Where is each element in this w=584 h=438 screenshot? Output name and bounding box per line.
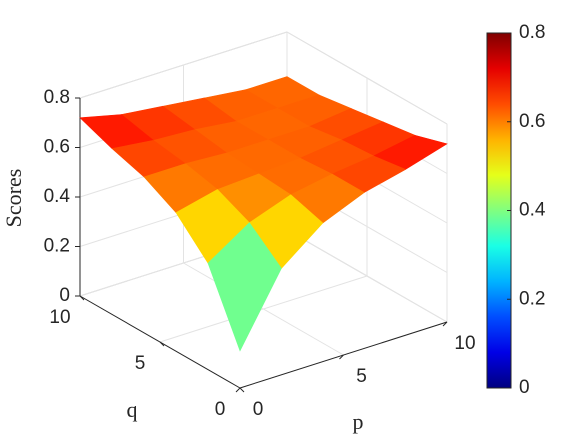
grid-line xyxy=(159,275,368,343)
colorbar: 0 0.2 0.4 0.6 0.8 xyxy=(486,22,546,398)
y-axis-label: q xyxy=(127,397,138,422)
x-axis-label: p xyxy=(353,409,364,434)
colorbar-tick-label: 0.4 xyxy=(519,200,546,221)
x-tick xyxy=(442,321,448,327)
x-tick-label: 5 xyxy=(356,366,367,387)
colorbar-tick-label: 0.6 xyxy=(519,111,545,132)
y-tick-label: 5 xyxy=(135,353,146,374)
y-tick xyxy=(79,295,85,301)
colorbar-tick-label: 0.8 xyxy=(519,22,545,43)
z-tick-label: 0.6 xyxy=(44,137,70,158)
z-axis-label: Scores xyxy=(1,169,26,228)
z-tick-label: 0.2 xyxy=(44,236,70,257)
x-tick-label: 10 xyxy=(454,333,475,354)
surface xyxy=(79,76,448,352)
z-tick-label: 0.4 xyxy=(44,186,71,207)
y-tick xyxy=(239,387,245,393)
z-tick-label: 0 xyxy=(59,285,70,306)
y-tick-label: 0 xyxy=(215,399,226,420)
y-tick-label: 10 xyxy=(49,307,70,328)
surface-patch xyxy=(207,222,282,352)
colorbar-tick-label: 0 xyxy=(519,377,530,398)
z-tick-label: 0.8 xyxy=(44,87,70,108)
x-tick xyxy=(235,387,241,393)
colorbar-tick-label: 0.2 xyxy=(519,288,545,309)
x-tick-label: 0 xyxy=(253,399,264,420)
y-tick xyxy=(159,341,165,347)
x-tick xyxy=(339,354,344,360)
